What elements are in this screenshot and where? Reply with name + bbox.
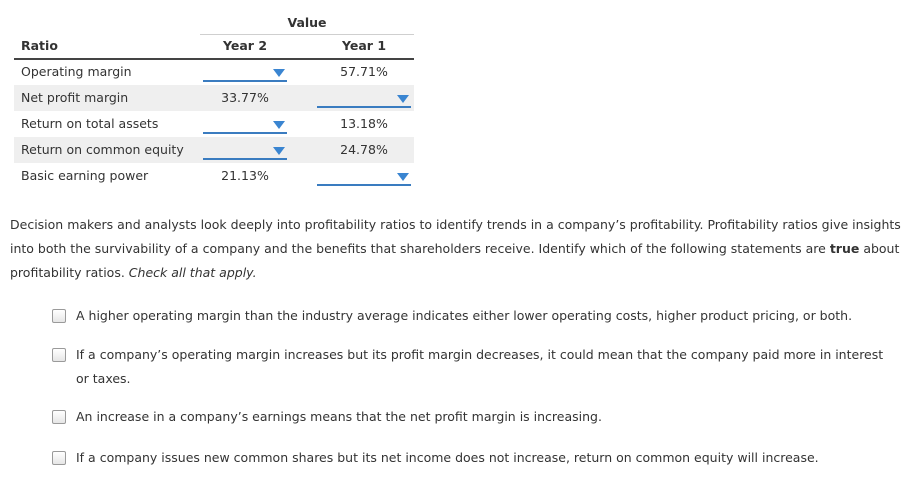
net-profit-margin-year2-value: 33.77% [221,90,269,105]
row-label: Return on common equity [21,142,184,157]
option-checkbox[interactable] [52,410,66,424]
prompt-instruction: Check all that apply. [128,265,257,280]
return-on-common-equity-year2-dropdown[interactable] [203,143,287,160]
caret-down-icon [273,121,285,129]
ratio-column-header: Ratio [21,38,58,53]
caret-down-icon [273,147,285,155]
table-row-return-on-total-assets: Return on total assets 13.18% [14,111,414,137]
year2-cell [200,137,290,163]
prompt-text: Decision makers and analysts look deeply… [10,217,901,256]
row-label: Operating margin [21,64,132,79]
caret-down-icon [273,69,285,77]
row-label: Net profit margin [21,90,129,105]
prompt-text-tail: about profitability ratios. [10,241,900,280]
caret-down-icon [397,95,409,103]
table-row-return-on-common-equity: Return on common equity 24.78% [14,137,414,163]
return-on-common-equity-year1-value: 24.78% [340,142,388,157]
year2-cell [200,59,290,85]
year1-cell: 57.71% [314,59,414,85]
year1-cell: 13.18% [314,111,414,137]
question-prompt: Decision makers and analysts look deeply… [10,213,915,285]
row-label: Return on total assets [21,116,159,131]
year1-cell [314,163,414,189]
year2-cell: 33.77% [200,85,290,111]
basic-earning-power-year2-value: 21.13% [221,168,269,183]
year2-cell [200,111,290,137]
option-checkbox[interactable] [52,309,66,323]
table-row-operating-margin: Operating margin 57.71% [14,59,414,85]
caret-down-icon [397,173,409,181]
table-row-net-profit-margin: Net profit margin 33.77% [14,85,414,111]
prompt-emphasis: true [829,241,860,256]
value-header: Value [200,12,414,35]
header-rule [14,58,414,60]
option-checkbox[interactable] [52,348,66,362]
net-profit-margin-year1-dropdown[interactable] [317,91,411,108]
year2-cell: 21.13% [200,163,290,189]
year1-cell [314,85,414,111]
option-label[interactable]: An increase in a company’s earnings mean… [76,409,602,424]
option-label[interactable]: If a company’s operating margin increase… [76,347,884,386]
table-row-basic-earning-power: Basic earning power 21.13% [14,163,414,189]
return-on-total-assets-year2-dropdown[interactable] [203,117,287,134]
row-label: Basic earning power [21,168,149,183]
year1-cell: 24.78% [314,137,414,163]
option-checkbox[interactable] [52,451,66,465]
operating-margin-year1-value: 57.71% [340,64,388,79]
option-label[interactable]: A higher operating margin than the indus… [76,308,853,323]
basic-earning-power-year1-dropdown[interactable] [317,169,411,186]
option-label[interactable]: If a company issues new common shares bu… [76,450,819,465]
year1-column-header: Year 1 [341,38,387,53]
year2-column-header: Year 2 [222,38,268,53]
return-on-total-assets-year1-value: 13.18% [340,116,388,131]
operating-margin-year2-dropdown[interactable] [203,65,287,82]
